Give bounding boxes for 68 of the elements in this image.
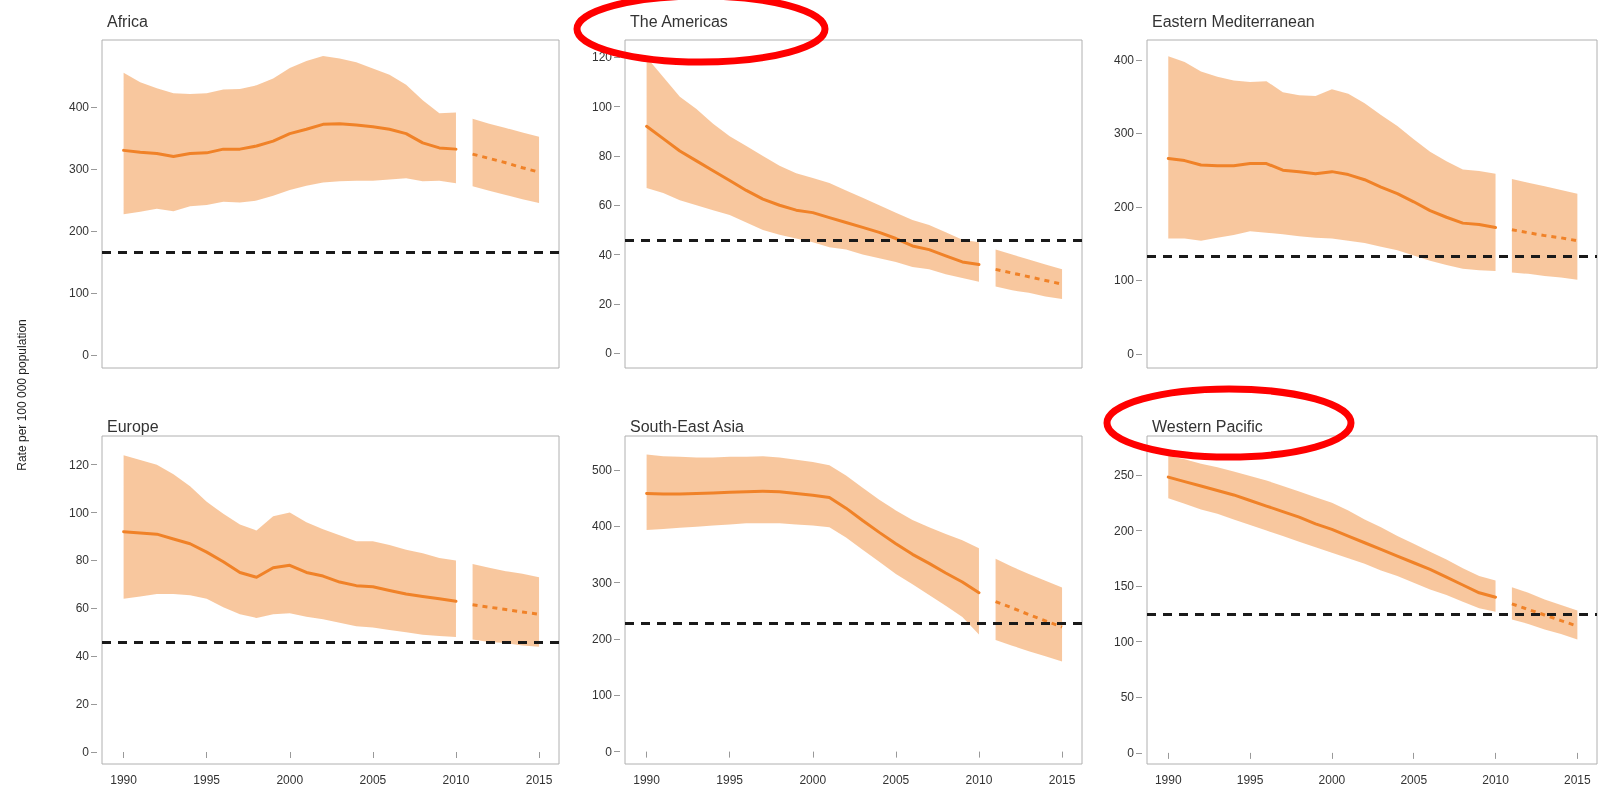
x-tick-label: 2005 [1400, 773, 1428, 787]
x-tick-label: 1990 [1154, 773, 1182, 787]
line-series [1510, 228, 1579, 243]
y-tick-label: 250 [1113, 467, 1135, 482]
y-tick-label: 400 [68, 99, 90, 114]
y-tick-label: 0 [82, 745, 90, 760]
chart-title: South-East Asia [630, 417, 744, 435]
x-tick-label: 1995 [716, 773, 744, 787]
y-tick-label: 150 [1113, 579, 1135, 594]
y-tick-label: 0 [605, 346, 613, 361]
line-series [645, 124, 981, 266]
y-tick-label: 300 [591, 575, 613, 590]
x-tick-label: 2000 [276, 773, 304, 787]
chart-title: Africa [107, 12, 148, 30]
x-tick-label: 2005 [359, 773, 387, 787]
y-tick-label: 300 [1113, 126, 1135, 141]
y-tick-label: 200 [68, 223, 90, 238]
y-tick-label: 100 [591, 688, 613, 703]
x-tick-label: 1995 [1236, 773, 1264, 787]
y-tick-label: 100 [68, 285, 90, 300]
y-tick-label: 200 [1113, 199, 1135, 214]
y-axis-title: Rate per 100 000 population [15, 319, 29, 471]
y-tick-label: 60 [75, 601, 90, 616]
x-tick-label: 2010 [1482, 773, 1510, 787]
y-tick-label: 40 [598, 247, 613, 262]
x-tick-label: 2015 [1564, 773, 1592, 787]
y-tick-label: 120 [68, 457, 90, 472]
chart-title: Europe [107, 417, 159, 435]
x-tick-label: 2000 [1318, 773, 1346, 787]
x-tick-label: 2015 [1048, 773, 1076, 787]
y-tick-label: 100 [1113, 634, 1135, 649]
x-tick-label: 2005 [882, 773, 910, 787]
y-tick-label: 100 [68, 505, 90, 520]
x-tick-label: 2000 [799, 773, 827, 787]
y-tick-label: 400 [591, 519, 613, 534]
y-tick-label: 300 [68, 161, 90, 176]
chart-title: The Americas [630, 12, 728, 30]
y-tick-label: 40 [75, 649, 90, 664]
y-tick-label: 60 [598, 198, 613, 213]
x-tick-label: 1995 [193, 773, 221, 787]
y-tick-label: 0 [605, 744, 613, 759]
y-tick-label: 80 [75, 553, 90, 568]
y-tick-label: 200 [1113, 523, 1135, 538]
line-series [122, 530, 458, 603]
y-tick-label: 50 [1120, 690, 1135, 705]
x-tick-label: 2015 [525, 773, 553, 787]
y-tick-label: 80 [598, 148, 613, 163]
y-tick-label: 20 [598, 296, 613, 311]
y-tick-label: 20 [75, 697, 90, 712]
y-tick-label: 0 [1127, 347, 1135, 362]
y-tick-label: 200 [591, 631, 613, 646]
y-tick-label: 100 [591, 99, 613, 114]
x-tick-label: 2010 [965, 773, 993, 787]
x-tick-label: 2010 [442, 773, 470, 787]
x-tick-label: 1990 [110, 773, 138, 787]
line-series [1166, 156, 1498, 230]
line-series [1166, 475, 1498, 599]
y-tick-label: 100 [1113, 273, 1135, 288]
chart-title: Western Pacific [1152, 417, 1263, 435]
chart-title: Eastern Mediterranean [1152, 12, 1315, 30]
y-tick-label: 0 [82, 347, 90, 362]
line-series [122, 122, 458, 159]
y-tick-label: 0 [1127, 745, 1135, 760]
line-series [994, 600, 1064, 629]
line-series [645, 489, 981, 595]
y-tick-label: 500 [591, 462, 613, 477]
x-tick-label: 1990 [633, 773, 661, 787]
y-tick-label: 400 [1113, 52, 1135, 67]
